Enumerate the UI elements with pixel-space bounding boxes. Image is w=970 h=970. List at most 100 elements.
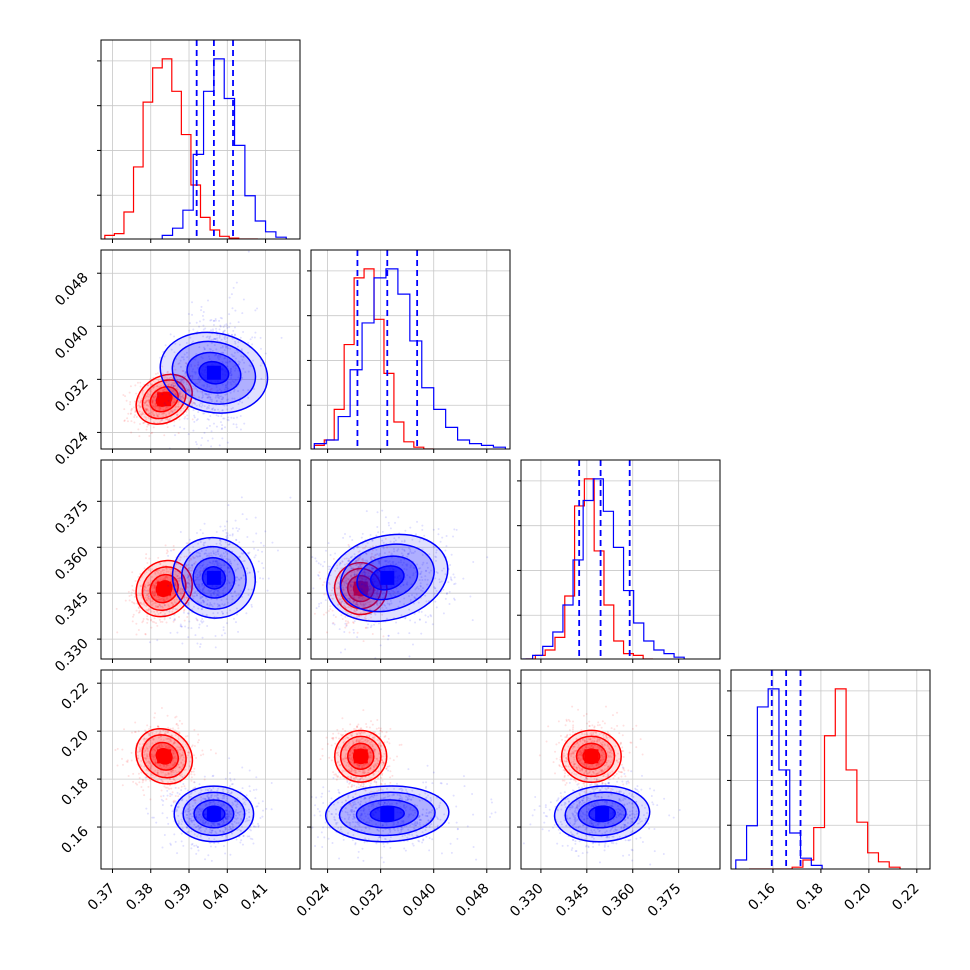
scatter-point: [143, 753, 146, 756]
scatter-point: [146, 608, 149, 611]
scatter-point: [181, 394, 184, 397]
scatter-point: [234, 621, 237, 624]
scatter-point: [368, 572, 371, 575]
scatter-point: [192, 770, 195, 773]
scatter-point: [376, 526, 379, 529]
scatter-point: [416, 520, 419, 523]
scatter-point: [340, 614, 343, 617]
scatter-point: [143, 585, 146, 588]
scatter-point: [348, 570, 351, 573]
scatter-point: [172, 590, 175, 593]
scatter-point: [164, 775, 167, 778]
scatter-point: [356, 614, 359, 617]
scatter-point: [169, 780, 172, 783]
scatter-point: [227, 565, 230, 568]
scatter-point: [398, 600, 401, 603]
scatter-point: [200, 608, 203, 611]
scatter-point: [306, 580, 308, 582]
scatter-point: [186, 388, 189, 391]
scatter-point: [188, 620, 191, 623]
scatter-point: [116, 747, 119, 750]
scatter-point: [236, 563, 239, 566]
scatter-point: [142, 789, 145, 792]
scatter-point: [377, 606, 380, 609]
scatter-point: [417, 601, 420, 604]
scatter-point: [353, 620, 356, 623]
scatter-point: [179, 592, 182, 595]
scatter-point: [412, 566, 415, 569]
scatter-point: [146, 724, 149, 727]
histogram-series-1: [522, 478, 685, 659]
scatter-point: [369, 584, 372, 587]
scatter-point: [148, 779, 151, 782]
scatter-point: [369, 600, 372, 603]
scatter-point: [138, 611, 141, 614]
scatter-point: [355, 608, 358, 611]
scatter-point: [129, 401, 132, 404]
scatter-point: [131, 584, 134, 587]
scatter-point: [363, 603, 366, 606]
scatter-point: [155, 451, 157, 453]
scatter-point: [213, 615, 216, 618]
scatter-point: [145, 461, 147, 463]
scatter-point: [332, 557, 335, 560]
scatter-point: [216, 550, 219, 553]
scatter-point: [219, 324, 222, 327]
scatter-point: [224, 335, 227, 338]
scatter-point: [177, 405, 180, 408]
scatter-point: [145, 598, 148, 601]
scatter-point: [360, 571, 363, 574]
scatter-point: [367, 593, 370, 596]
scatter-point: [225, 598, 228, 601]
y-tick-label: 0.032: [52, 376, 92, 416]
scatter-point: [208, 337, 211, 340]
scatter-point: [205, 393, 208, 396]
scatter-point: [179, 593, 182, 596]
scatter-point: [170, 740, 173, 743]
scatter-point: [358, 563, 361, 566]
scatter-point: [355, 601, 358, 604]
scatter-point: [165, 552, 168, 555]
scatter-point: [173, 583, 176, 586]
scatter-point: [200, 305, 203, 308]
scatter-point: [171, 410, 174, 413]
scatter-point: [178, 719, 181, 722]
scatter-point: [184, 564, 187, 567]
histogram-series-0: [525, 478, 653, 659]
scatter-point: [144, 409, 147, 412]
scatter-point: [195, 404, 198, 407]
scatter-point: [196, 600, 199, 603]
scatter-point: [251, 343, 254, 346]
scatter-point: [177, 795, 180, 798]
scatter-point: [218, 334, 221, 337]
scatter-point: [184, 362, 187, 365]
grid: [101, 670, 300, 869]
scatter-point: [412, 551, 415, 554]
scatter-point: [167, 731, 170, 734]
scatter-point: [148, 557, 151, 560]
scatter-point: [151, 620, 154, 623]
scatter-point: [166, 371, 169, 374]
scatter-point: [268, 628, 270, 630]
scatter-point: [226, 579, 229, 582]
scatter-point: [342, 586, 345, 589]
contour-line: [171, 340, 257, 405]
scatter-point: [148, 412, 151, 415]
scatter-point: [144, 596, 147, 599]
scatter-point: [188, 591, 191, 594]
scatter-point: [211, 408, 214, 411]
scatter-point: [156, 372, 159, 375]
scatter-point: [347, 543, 350, 546]
scatter-point: [424, 575, 427, 578]
scatter-point: [471, 619, 474, 622]
scatter-point: [217, 565, 220, 568]
scatter-point: [148, 423, 151, 426]
scatter-point: [188, 329, 191, 332]
scatter-point: [385, 607, 388, 610]
scatter-point: [157, 598, 160, 601]
scatter-point: [150, 618, 153, 621]
scatter-point: [184, 735, 187, 738]
scatter-point: [203, 778, 206, 781]
scatter-point: [126, 759, 129, 762]
scatter-point: [226, 560, 229, 563]
